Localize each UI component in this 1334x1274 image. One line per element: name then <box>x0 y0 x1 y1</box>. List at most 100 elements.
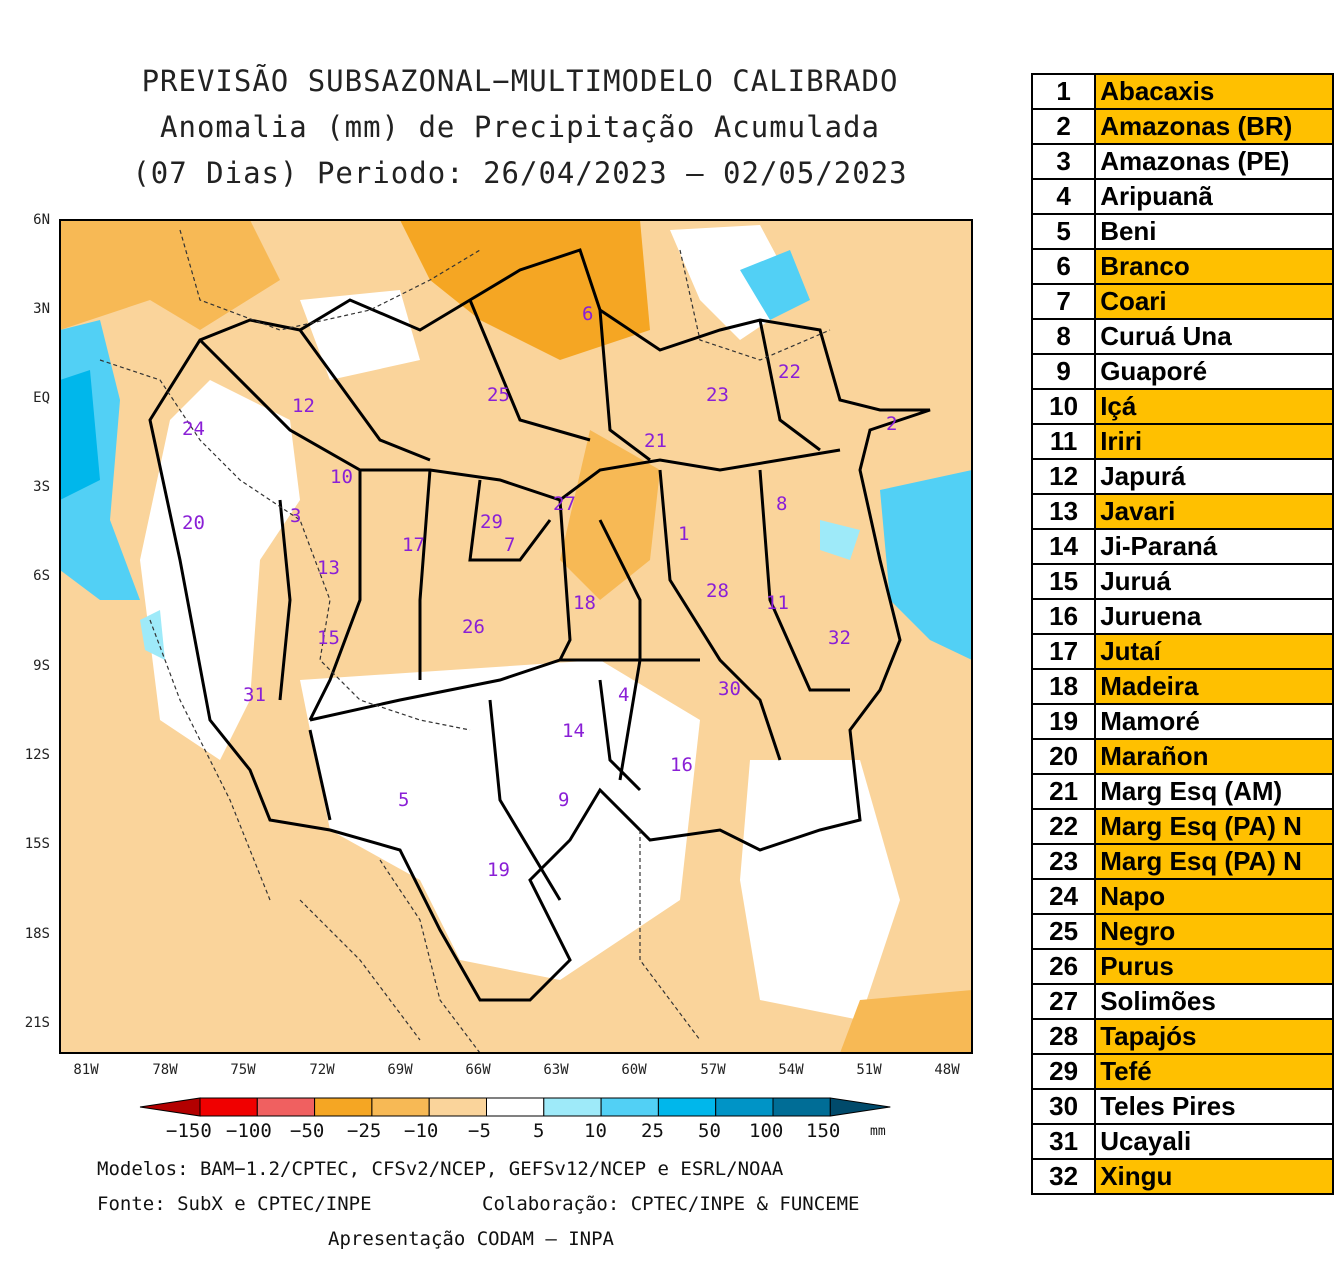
basin-name: Negro <box>1094 913 1334 950</box>
legend-swatch <box>772 1097 831 1117</box>
lon-label: 51W <box>856 1062 882 1078</box>
basin-number: 25 <box>1030 913 1097 950</box>
basin-label-13: 13 <box>317 557 340 579</box>
lon-label: 69W <box>387 1062 413 1078</box>
map-title-line-3: (07 Dias) Periodo: 26/04/2023 – 02/05/20… <box>132 156 908 190</box>
table-row: 17 Jutaí <box>1030 633 1334 670</box>
basin-name: Javari <box>1094 493 1334 530</box>
legend-swatch <box>829 1097 891 1117</box>
basin-number: 8 <box>1030 318 1097 355</box>
basin-label-28: 28 <box>706 580 729 602</box>
basin-number: 9 <box>1030 353 1097 390</box>
basin-name: Curuá Una <box>1094 318 1334 355</box>
table-row: 23 Marg Esq (PA) N <box>1030 843 1334 880</box>
legend-tick: 50 <box>698 1120 721 1142</box>
anomaly-area <box>400 220 650 360</box>
basin-label-7: 7 <box>504 534 515 556</box>
basin-number: 4 <box>1030 178 1097 215</box>
basin-number: 14 <box>1030 528 1097 565</box>
lon-label: 66W <box>465 1062 491 1078</box>
basin-number: 11 <box>1030 423 1097 460</box>
basin-name: Guaporé <box>1094 353 1334 390</box>
basin-name: Tapajós <box>1094 1018 1334 1055</box>
basins-table: 1 Abacaxis 2 Amazonas (BR) 3 Amazonas (PE) 4 Ar… <box>1030 73 1334 1195</box>
lat-label: 3N <box>33 301 50 317</box>
basin-name: Solimões <box>1094 983 1334 1020</box>
legend-swatch <box>428 1097 488 1117</box>
basin-number: 6 <box>1030 248 1097 285</box>
legend-swatch <box>314 1097 373 1117</box>
basin-number: 20 <box>1030 738 1097 775</box>
basin-name: Japurá <box>1094 458 1334 495</box>
basin-label-10: 10 <box>330 466 353 488</box>
basin-name: Abacaxis <box>1094 73 1334 110</box>
table-row: 24 Napo <box>1030 878 1334 915</box>
anomaly-area <box>740 760 900 1020</box>
lat-label: 6N <box>33 212 50 228</box>
basin-name: Ucayali <box>1094 1123 1334 1160</box>
basin-name: Napo <box>1094 878 1334 915</box>
lat-label: 15S <box>24 836 50 852</box>
table-row: 11 Iriri <box>1030 423 1334 460</box>
anomaly-area <box>840 990 972 1053</box>
anomaly-area <box>820 520 860 560</box>
table-row: 2 Amazonas (BR) <box>1030 108 1334 145</box>
basin-number: 15 <box>1030 563 1097 600</box>
basin-name: Tefé <box>1094 1053 1334 1090</box>
basin-number: 3 <box>1030 143 1097 180</box>
basin-label-16: 16 <box>670 754 693 776</box>
basin-label-21: 21 <box>644 430 667 452</box>
map-title-line-1: PREVISÃO SUBSAZONAL−MULTIMODELO CALIBRAD… <box>141 64 899 98</box>
lat-label: 3S <box>33 479 50 495</box>
basin-name: Amazonas (PE) <box>1094 143 1334 180</box>
basin-label-23: 23 <box>706 384 729 406</box>
basin-name: Marg Esq (PA) N <box>1094 843 1334 880</box>
table-row: 32 Xingu <box>1030 1158 1334 1195</box>
anomaly-area <box>880 470 972 660</box>
basin-number: 5 <box>1030 213 1097 250</box>
basin-name: Coari <box>1094 283 1334 320</box>
table-row: 9 Guaporé <box>1030 353 1334 390</box>
basin-label-26: 26 <box>462 616 485 638</box>
basin-label-5: 5 <box>398 789 409 811</box>
table-row: 15 Juruá <box>1030 563 1334 600</box>
lon-label: 57W <box>700 1062 726 1078</box>
table-row: 14 Ji-Paraná <box>1030 528 1334 565</box>
basin-number: 10 <box>1030 388 1097 425</box>
basin-label-24: 24 <box>182 418 205 440</box>
basin-number: 24 <box>1030 878 1097 915</box>
legend-tick: 25 <box>641 1120 664 1142</box>
basin-number: 30 <box>1030 1088 1097 1125</box>
table-row: 22 Marg Esq (PA) N <box>1030 808 1334 845</box>
basin-label-18: 18 <box>573 592 596 614</box>
basin-number: 29 <box>1030 1053 1097 1090</box>
lat-label: 9S <box>33 658 50 674</box>
table-row: 25 Negro <box>1030 913 1334 950</box>
legend-tick: −100 <box>226 1120 272 1142</box>
precipitation-anomaly-map: 1 2 3 4 5 6 7 8 9 10 11 12 13 14 15 16 1… <box>59 219 973 1054</box>
basin-number: 28 <box>1030 1018 1097 1055</box>
basin-label-4: 4 <box>618 684 629 706</box>
table-row: 3 Amazonas (PE) <box>1030 143 1334 180</box>
legend-swatch <box>256 1097 316 1117</box>
basin-label-19: 19 <box>487 859 510 881</box>
lat-label: 21S <box>24 1015 50 1031</box>
table-row: 10 Içá <box>1030 388 1334 425</box>
basin-label-27: 27 <box>553 493 576 515</box>
basin-label-14: 14 <box>562 720 585 742</box>
table-row: 19 Mamoré <box>1030 703 1334 740</box>
basin-name: Mamoré <box>1094 703 1334 740</box>
anomaly-area <box>300 660 700 980</box>
legend-tick: 10 <box>584 1120 607 1142</box>
basin-boundaries <box>148 248 931 1002</box>
legend-swatch <box>543 1097 602 1117</box>
basin-number: 18 <box>1030 668 1097 705</box>
basin-number: 13 <box>1030 493 1097 530</box>
lon-label: 60W <box>621 1062 647 1078</box>
anomaly-area <box>560 430 660 600</box>
basin-name: Marañon <box>1094 738 1334 775</box>
lon-label: 54W <box>778 1062 804 1078</box>
lon-label: 81W <box>73 1062 99 1078</box>
basin-name: Madeira <box>1094 668 1334 705</box>
basin-label-30: 30 <box>718 678 741 700</box>
